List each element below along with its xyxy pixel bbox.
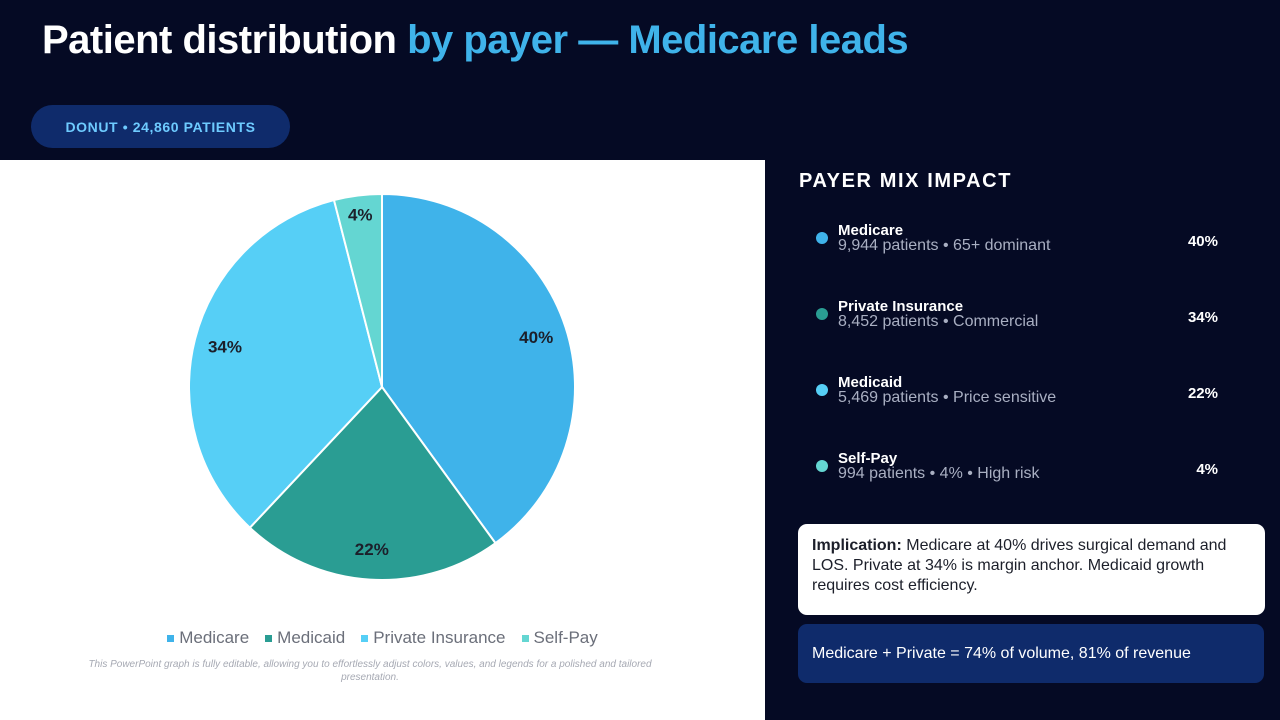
data-label-private-insurance: 34%: [208, 338, 242, 357]
pie-slice-self-pay: [332, 192, 383, 388]
chart-panel: 40% 22% 34% 4% Medicare Medicaid Private Insu…: [0, 160, 765, 720]
dot-icon: [816, 308, 828, 320]
implication-text: Medicare at 40% drives surgical demand a…: [812, 537, 1227, 594]
page-title: Patient distribution by payer — Medicare…: [42, 18, 909, 63]
chart-legend: Medicare Medicaid Private Insurance Self-Pa…: [0, 628, 765, 648]
legend-label: Private Insurance: [373, 628, 506, 647]
dot-icon: [816, 232, 828, 244]
payer-row-private-insurance: Private Insurance 8,452 patients • Commer…: [816, 298, 1236, 338]
legend-label: Self-Pay: [533, 628, 598, 647]
payer-name: Medicare: [838, 222, 904, 239]
dot-icon: [816, 460, 828, 472]
pie-slice-medicare: [381, 192, 576, 545]
data-label-medicaid: 22%: [355, 540, 389, 559]
pie-slice-medicaid: [248, 385, 497, 581]
implication-card: Implication: Medicare at 40% drives surg…: [798, 524, 1265, 615]
legend-swatch-icon: [361, 634, 369, 642]
summary-banner: Medicare + Private = 74% of volume, 81% …: [798, 624, 1264, 683]
legend-swatch-icon: [265, 634, 273, 642]
legend-item-medicare: Medicare: [167, 628, 249, 648]
chart-footnote: This PowerPoint graph is fully editable,…: [88, 659, 652, 683]
sidebar-title: PAYER MIX IMPACT: [799, 170, 1013, 192]
legend-swatch-icon: [167, 634, 175, 642]
payer-name: Private Insurance: [838, 298, 964, 315]
payer-percent: 22%: [1187, 385, 1218, 402]
dot-icon: [816, 384, 828, 396]
legend-label: Medicare: [179, 628, 250, 647]
payer-detail: 8,452 patients • Commercial: [838, 313, 1039, 330]
legend-item-self-pay: Self-Pay: [521, 628, 598, 648]
payer-percent: 40%: [1187, 233, 1218, 250]
data-label-self-pay: 4%: [348, 206, 373, 225]
payer-name: Self-Pay: [838, 450, 898, 467]
data-label-medicare: 40%: [519, 328, 553, 347]
payer-row-self-pay: Self-Pay 994 patients • 4% • High risk 4%: [816, 450, 1236, 490]
payer-detail: 994 patients • 4% • High risk: [838, 465, 1040, 482]
legend-swatch-icon: [521, 634, 529, 642]
payer-row-medicaid: Medicaid 5,469 patients • Price sensitive…: [816, 374, 1236, 414]
payer-name: Medicaid: [838, 374, 903, 391]
implication-label: Implication:: [812, 537, 902, 554]
legend-item-medicaid: Medicaid: [265, 628, 345, 648]
payer-percent: 4%: [1196, 461, 1218, 478]
legend-label: Medicaid: [277, 628, 346, 647]
title-accent: by payer — Medicare leads: [407, 18, 909, 62]
chart-type-badge: DONUT • 24,860 PATIENTS: [31, 105, 290, 148]
payer-detail: 9,944 patients • 65+ dominant: [838, 237, 1051, 254]
payer-percent: 34%: [1187, 309, 1218, 326]
title-main: Patient distribution: [42, 18, 397, 62]
payer-detail: 5,469 patients • Price sensitive: [838, 389, 1057, 406]
pie-slice-private-insurance: [188, 198, 384, 530]
pie-chart: 40% 22% 34% 4%: [188, 192, 576, 581]
payer-row-medicare: Medicare 9,944 patients • 65+ dominant 40%: [816, 222, 1236, 262]
legend-item-private-insurance: Private Insurance: [361, 628, 506, 648]
